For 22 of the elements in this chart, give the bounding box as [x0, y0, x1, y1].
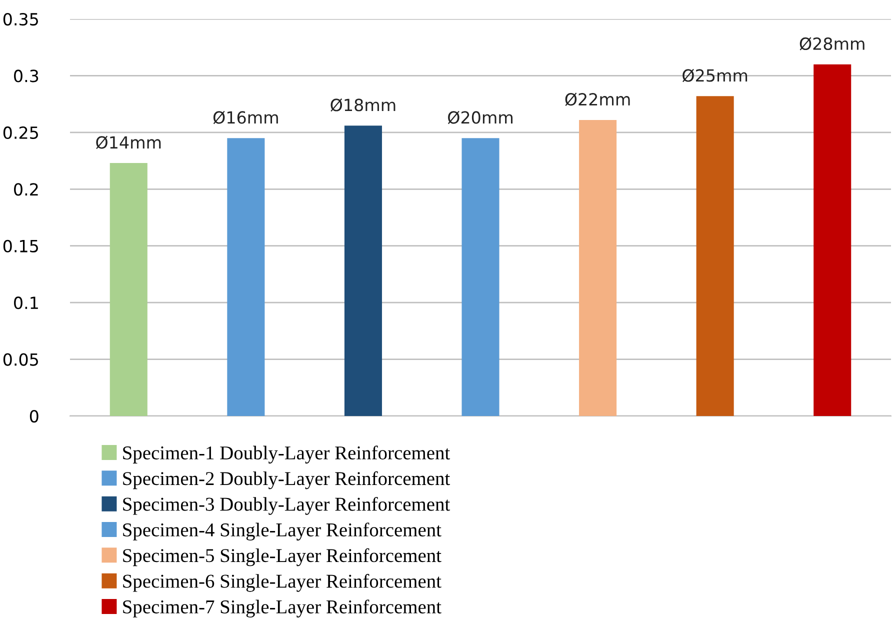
legend-label: Specimen-1 Doubly-Layer Reinforcement — [123, 446, 450, 464]
y-tick-label: 0.1 — [14, 296, 38, 310]
legend-label: Specimen-2 Doubly-Layer Reinforcement — [123, 471, 450, 490]
y-tick-label: 0.15 — [3, 240, 38, 252]
y-tick-label: 0.2 — [14, 183, 38, 196]
legend-label: Specimen-5 Single-Layer Reinforcement — [123, 548, 442, 566]
data-label: Ø16mm — [213, 110, 278, 124]
y-tick-label: 0.25 — [3, 126, 38, 139]
y-tick-label: 0.35 — [3, 12, 38, 26]
legend-label: Specimen-3 Doubly-Layer Reinforcement — [123, 496, 450, 515]
data-label: Ø20mm — [448, 110, 512, 124]
data-label: Ø22mm — [565, 92, 630, 106]
data-label: Ø18mm — [330, 98, 396, 112]
legend-label: Specimen-7 Single-Layer Reinforcement — [123, 600, 442, 618]
legend-label: Specimen-4 Single-Layer Reinforcement — [123, 522, 442, 540]
data-label: Ø25mm — [682, 68, 748, 82]
y-tick-label: 0 — [30, 410, 38, 423]
legend-label: Specimen-6 Single-Layer Reinforcement — [123, 574, 442, 592]
y-tick-label: 0.3 — [14, 70, 38, 82]
data-label: Ø28mm — [800, 37, 864, 50]
y-tick-label: 0.05 — [3, 353, 38, 366]
data-label: Ø14mm — [96, 136, 161, 150]
